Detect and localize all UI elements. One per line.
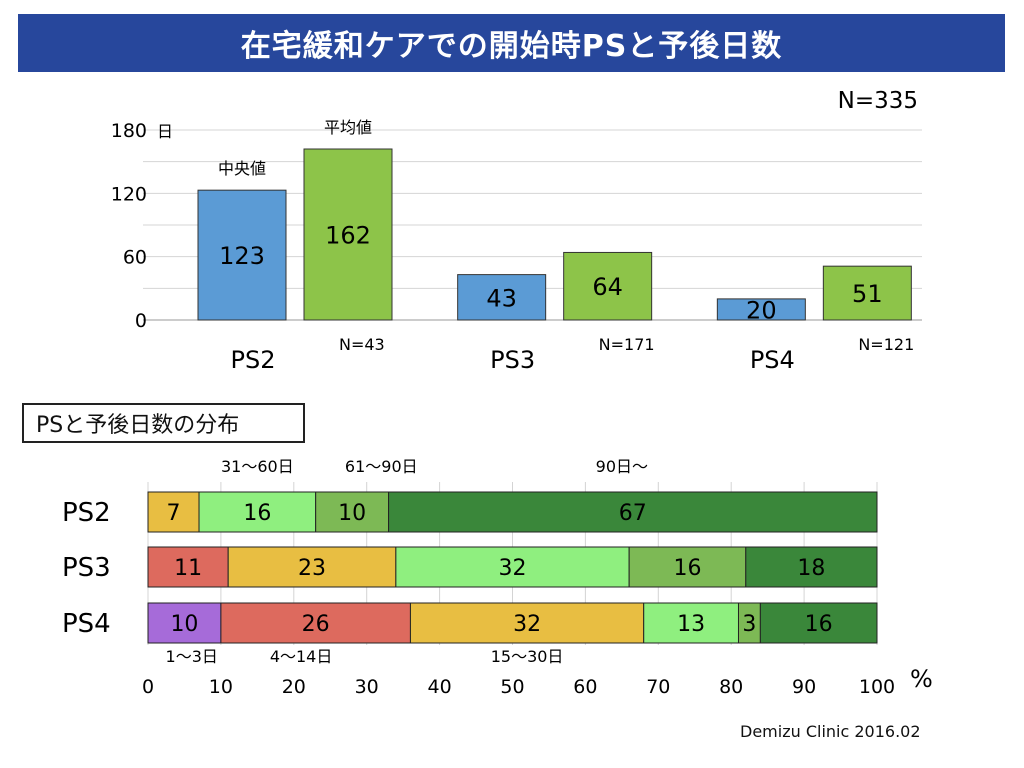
y-tick-label: 60 <box>123 247 147 269</box>
bar-ps2-median <box>197 189 287 321</box>
row-label: PS2 <box>62 498 111 528</box>
segment-value-label: 16 <box>243 501 271 526</box>
category-count-label: N=43 <box>339 335 385 354</box>
segment-value-label: 7 <box>167 501 181 526</box>
segment-value-label: 10 <box>338 501 366 526</box>
x-tick-label: 70 <box>646 676 670 698</box>
x-tick-label: 10 <box>209 676 233 698</box>
bar-ps2-mean <box>303 148 393 321</box>
x-tick-label: 20 <box>282 676 306 698</box>
bar-ps4-mean <box>822 265 912 321</box>
segment-ps3 <box>745 546 878 588</box>
bar-value-label: 43 <box>486 284 517 312</box>
bar-value-label: 123 <box>219 242 265 270</box>
segment-ps4 <box>643 602 739 644</box>
segment-value-label: 11 <box>174 556 202 581</box>
range-annotation: 15〜30日 <box>491 647 564 666</box>
x-tick-label: 50 <box>500 676 524 698</box>
total-n-label: N=335 <box>838 88 918 114</box>
segment-ps2 <box>315 491 390 533</box>
segment-value-label: 26 <box>302 612 330 637</box>
x-tick-label: 60 <box>573 676 597 698</box>
segment-ps3 <box>147 546 229 588</box>
bar-value-label: 162 <box>325 222 371 250</box>
bar-value-label: 51 <box>852 280 883 308</box>
category-count-label: N=171 <box>599 335 655 354</box>
segment-ps2 <box>388 491 878 533</box>
y-tick-label: 120 <box>111 183 147 205</box>
x-tick-label: 100 <box>859 676 895 698</box>
segment-ps3 <box>628 546 747 588</box>
bar-ps4-median <box>716 298 806 321</box>
page-title: 在宅緩和ケアでの開始時PSと予後日数 <box>18 14 1005 72</box>
segment-value-label: 16 <box>805 612 833 637</box>
x-tick-label: 90 <box>792 676 816 698</box>
range-annotation: 31〜60日 <box>221 457 294 476</box>
range-annotation: 90日〜 <box>596 457 648 476</box>
bar-value-label: 20 <box>746 296 777 324</box>
segment-ps3 <box>227 546 397 588</box>
segment-value-label: 16 <box>673 556 701 581</box>
segment-ps4 <box>220 602 411 644</box>
segment-value-label: 13 <box>677 612 705 637</box>
category-label: PS2 <box>231 346 276 374</box>
segment-ps4 <box>737 602 761 644</box>
segment-value-label: 23 <box>298 556 326 581</box>
category-count-label: N=121 <box>858 335 914 354</box>
segment-value-label: 32 <box>513 612 541 637</box>
series-label: 中央値 <box>218 159 266 178</box>
segment-value-label: 18 <box>797 556 825 581</box>
segment-ps2 <box>198 491 317 533</box>
segment-ps4 <box>147 602 222 644</box>
credit-text: Demizu Clinic 2016.02 <box>740 722 921 741</box>
range-annotation: 4〜14日 <box>270 647 333 666</box>
y-unit-label: 日 <box>157 122 173 141</box>
range-annotation: 1〜3日 <box>166 647 218 666</box>
distribution-chart-title: PSと予後日数の分布 <box>22 403 305 443</box>
x-tick-label: 80 <box>719 676 743 698</box>
x-tick-label: 40 <box>428 676 452 698</box>
segment-value-label: 32 <box>499 556 527 581</box>
y-tick-label: 180 <box>111 120 147 142</box>
segment-ps4 <box>409 602 645 644</box>
x-tick-label: 0 <box>142 676 154 698</box>
segment-ps2 <box>147 491 200 533</box>
segment-ps3 <box>395 546 630 588</box>
median-mean-bar-chart: 0 60 120 180 日 N=335 123 中央値 162 平均値 PS2 N=43 43 64 PS… <box>111 88 922 374</box>
row-label: PS4 <box>62 609 111 639</box>
bar-value-label: 64 <box>592 273 623 301</box>
range-annotation: 61〜90日 <box>345 457 418 476</box>
segment-ps4 <box>759 602 878 644</box>
y-tick-label: 0 <box>135 310 147 332</box>
bar-ps3-mean <box>563 251 653 321</box>
category-label: PS4 <box>750 346 795 374</box>
x-tick-label: 30 <box>355 676 379 698</box>
row-label: PS3 <box>62 553 111 583</box>
segment-value-label: 10 <box>170 612 198 637</box>
category-label: PS3 <box>490 346 535 374</box>
segment-value-label: 67 <box>619 501 647 526</box>
segment-value-label: 3 <box>742 612 756 637</box>
x-unit-label: % <box>910 665 933 693</box>
series-label: 平均値 <box>324 118 372 137</box>
bar-ps3-median <box>457 274 547 321</box>
